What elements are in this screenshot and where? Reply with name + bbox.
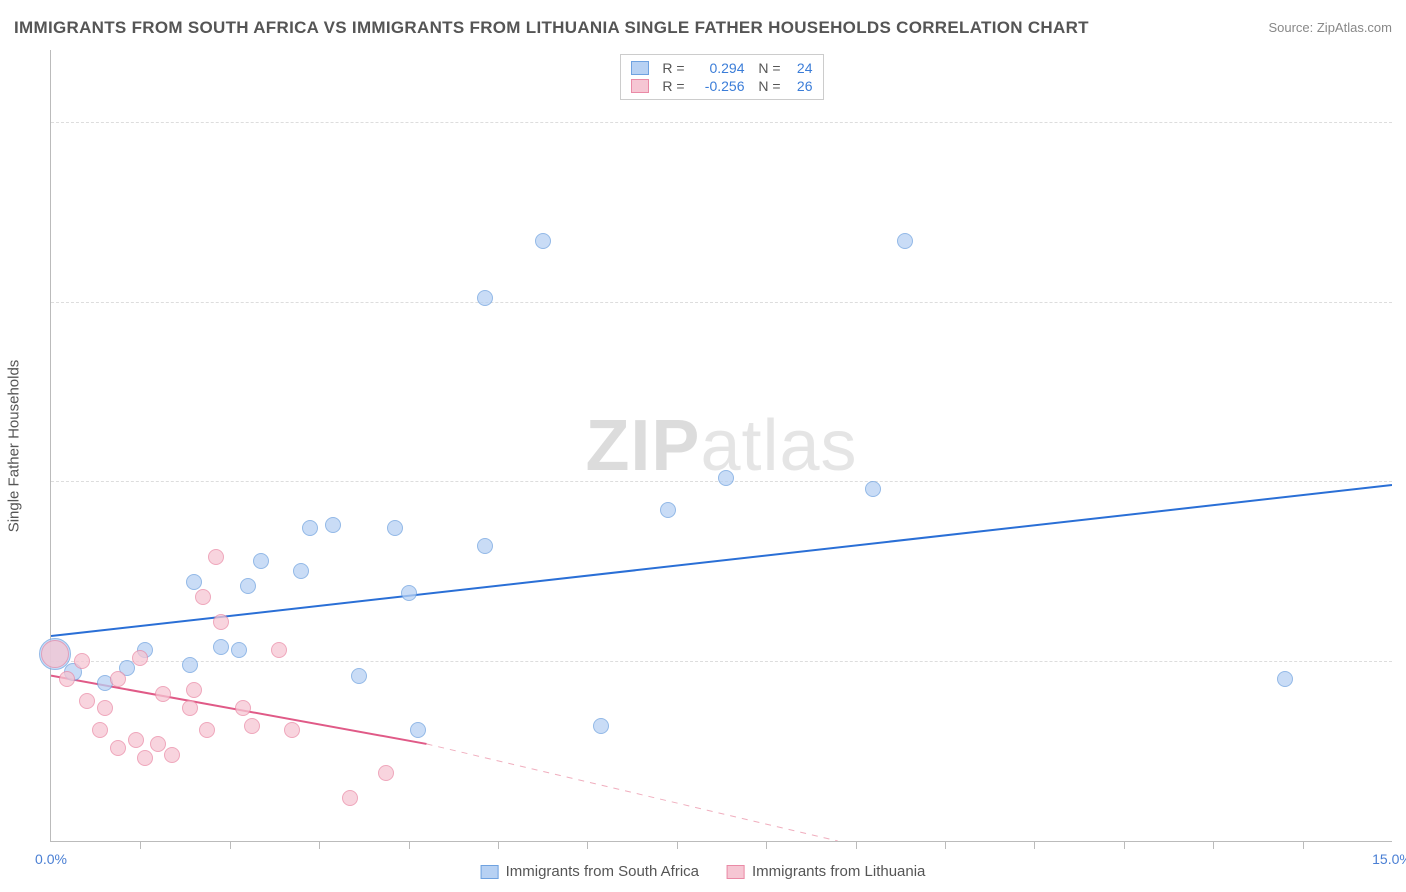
data-point-lt [97, 700, 113, 716]
y-tick-label: 10.0% [1397, 114, 1406, 130]
n-value: 26 [789, 78, 813, 94]
x-tick [498, 841, 499, 849]
x-tick-label: 15.0% [1372, 851, 1406, 867]
data-point-sa [477, 538, 493, 554]
x-tick [230, 841, 231, 849]
y-axis-label: Single Father Households [6, 360, 23, 533]
data-point-sa [302, 520, 318, 536]
scatter-chart: ZIPatlas R =0.294N =24R =-0.256N =26 2.5… [50, 50, 1392, 842]
data-point-lt [213, 614, 229, 630]
y-tick-label: 7.5% [1397, 294, 1406, 310]
n-label: N = [753, 60, 781, 76]
data-point-lt [59, 671, 75, 687]
data-point-lt [79, 693, 95, 709]
r-value: -0.256 [693, 78, 745, 94]
watermark-bold: ZIP [585, 406, 700, 486]
r-label: R = [657, 78, 685, 94]
source-name: ZipAtlas.com [1317, 20, 1392, 35]
data-point-lt [199, 722, 215, 738]
y-tick-label: 2.5% [1397, 653, 1406, 669]
legend-stats-box: R = 0.294 N = 24 R = -0.256 N = 26 [620, 54, 824, 100]
chart-title: IMMIGRANTS FROM SOUTH AFRICA VS IMMIGRAN… [14, 18, 1089, 38]
legend-stats-row-sa: R = 0.294 N = 24 [631, 59, 813, 77]
x-tick [677, 841, 678, 849]
x-tick [856, 841, 857, 849]
x-tick [587, 841, 588, 849]
data-point-sa [410, 722, 426, 738]
legend-stats-row-lt: R = -0.256 N = 26 [631, 77, 813, 95]
data-point-lt [378, 765, 394, 781]
x-tick-label: 0.0% [35, 851, 67, 867]
x-tick [140, 841, 141, 849]
data-point-lt [195, 589, 211, 605]
data-point-lt [110, 740, 126, 756]
grid-line-h [51, 661, 1392, 662]
data-point-sa [253, 553, 269, 569]
legend-swatch-sa [631, 61, 649, 75]
legend-item-lt: Immigrants from Lithuania [727, 863, 925, 880]
data-point-lt [92, 722, 108, 738]
data-point-sa [897, 233, 913, 249]
data-point-lt [155, 686, 171, 702]
data-point-sa [231, 642, 247, 658]
data-point-lt [137, 750, 153, 766]
data-point-sa [186, 574, 202, 590]
data-point-lt [128, 732, 144, 748]
data-point-lt [182, 700, 198, 716]
r-label: R = [657, 60, 685, 76]
x-tick [1213, 841, 1214, 849]
data-point-lt [132, 650, 148, 666]
grid-line-h [51, 302, 1392, 303]
source-label: Source: [1268, 20, 1316, 35]
data-point-sa [865, 481, 881, 497]
data-point-sa [535, 233, 551, 249]
x-tick [409, 841, 410, 849]
data-point-sa [293, 563, 309, 579]
data-point-sa [213, 639, 229, 655]
trend-line-ext-lt [426, 744, 837, 841]
data-point-lt [271, 642, 287, 658]
legend-bottom: Immigrants from South Africa Immigrants f… [481, 863, 926, 880]
data-point-sa [240, 578, 256, 594]
legend-item-sa: Immigrants from South Africa [481, 863, 699, 880]
data-point-lt [235, 700, 251, 716]
x-tick [1124, 841, 1125, 849]
data-point-lt [110, 671, 126, 687]
grid-line-h [51, 122, 1392, 123]
r-value: 0.294 [693, 60, 745, 76]
legend-swatch-lt [727, 865, 745, 879]
legend-swatch-sa [481, 865, 499, 879]
data-point-lt [244, 718, 260, 734]
y-tick-label: 5.0% [1397, 473, 1406, 489]
data-point-sa [660, 502, 676, 518]
data-point-sa [1277, 671, 1293, 687]
n-label: N = [753, 78, 781, 94]
legend-label: Immigrants from South Africa [506, 863, 699, 880]
x-tick [319, 841, 320, 849]
data-point-lt [41, 640, 69, 668]
data-point-sa [477, 290, 493, 306]
data-point-lt [284, 722, 300, 738]
data-point-lt [74, 653, 90, 669]
data-point-lt [208, 549, 224, 565]
data-point-sa [182, 657, 198, 673]
n-value: 24 [789, 60, 813, 76]
data-point-lt [186, 682, 202, 698]
data-point-lt [150, 736, 166, 752]
data-point-sa [718, 470, 734, 486]
data-point-sa [325, 517, 341, 533]
data-point-sa [401, 585, 417, 601]
data-point-sa [387, 520, 403, 536]
data-point-sa [593, 718, 609, 734]
x-tick [945, 841, 946, 849]
legend-swatch-lt [631, 79, 649, 93]
data-point-sa [351, 668, 367, 684]
data-point-lt [342, 790, 358, 806]
x-tick [1034, 841, 1035, 849]
legend-label: Immigrants from Lithuania [752, 863, 925, 880]
x-tick [1303, 841, 1304, 849]
data-point-lt [164, 747, 180, 763]
source-attribution: Source: ZipAtlas.com [1268, 20, 1392, 35]
x-tick [766, 841, 767, 849]
